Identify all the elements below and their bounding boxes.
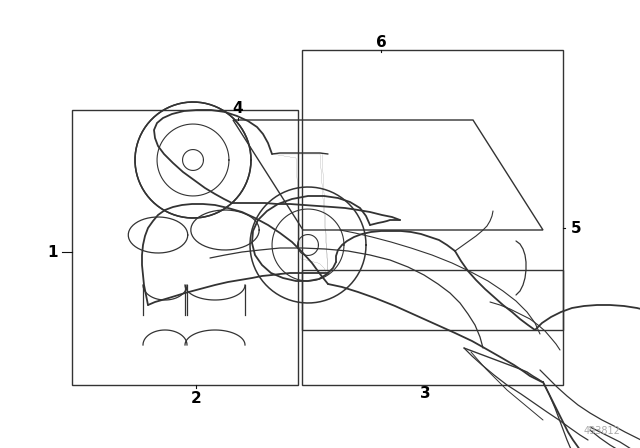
Text: 2: 2 [191,391,202,405]
Text: 1: 1 [48,245,58,259]
Text: 4: 4 [233,100,243,116]
Text: 493812: 493812 [583,426,620,436]
Bar [72,110,298,385]
Text: 6: 6 [376,34,387,49]
Bar [302,270,563,385]
Bar [302,50,563,330]
Text: 5: 5 [571,220,581,236]
Text: 3: 3 [420,385,430,401]
